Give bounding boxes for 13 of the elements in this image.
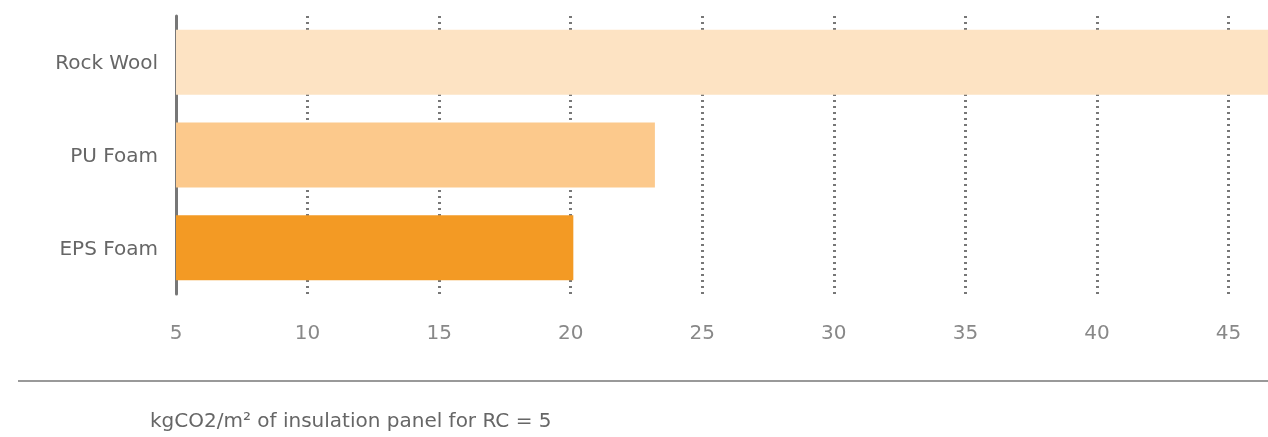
x-tick-label: 5 (169, 320, 183, 344)
x-tick-label: 30 (821, 320, 847, 344)
x-tick-label: 45 (1215, 320, 1242, 344)
x-axis-title: kgCO2/m² of insulation panel for RC = 5 (150, 408, 552, 432)
x-tick-label: 10 (294, 320, 321, 344)
y-tick-label: EPS Foam (59, 235, 158, 260)
x-tick-label: 35 (952, 320, 979, 344)
x-tick-label: 15 (426, 320, 452, 344)
y-tick-label: Rock Wool (55, 50, 158, 75)
x-tick-label: 25 (689, 320, 715, 344)
y-tick-label: PU Foam (70, 143, 158, 167)
x-tick-label: 40 (1084, 320, 1110, 344)
x-tick-label: 20 (557, 320, 584, 344)
